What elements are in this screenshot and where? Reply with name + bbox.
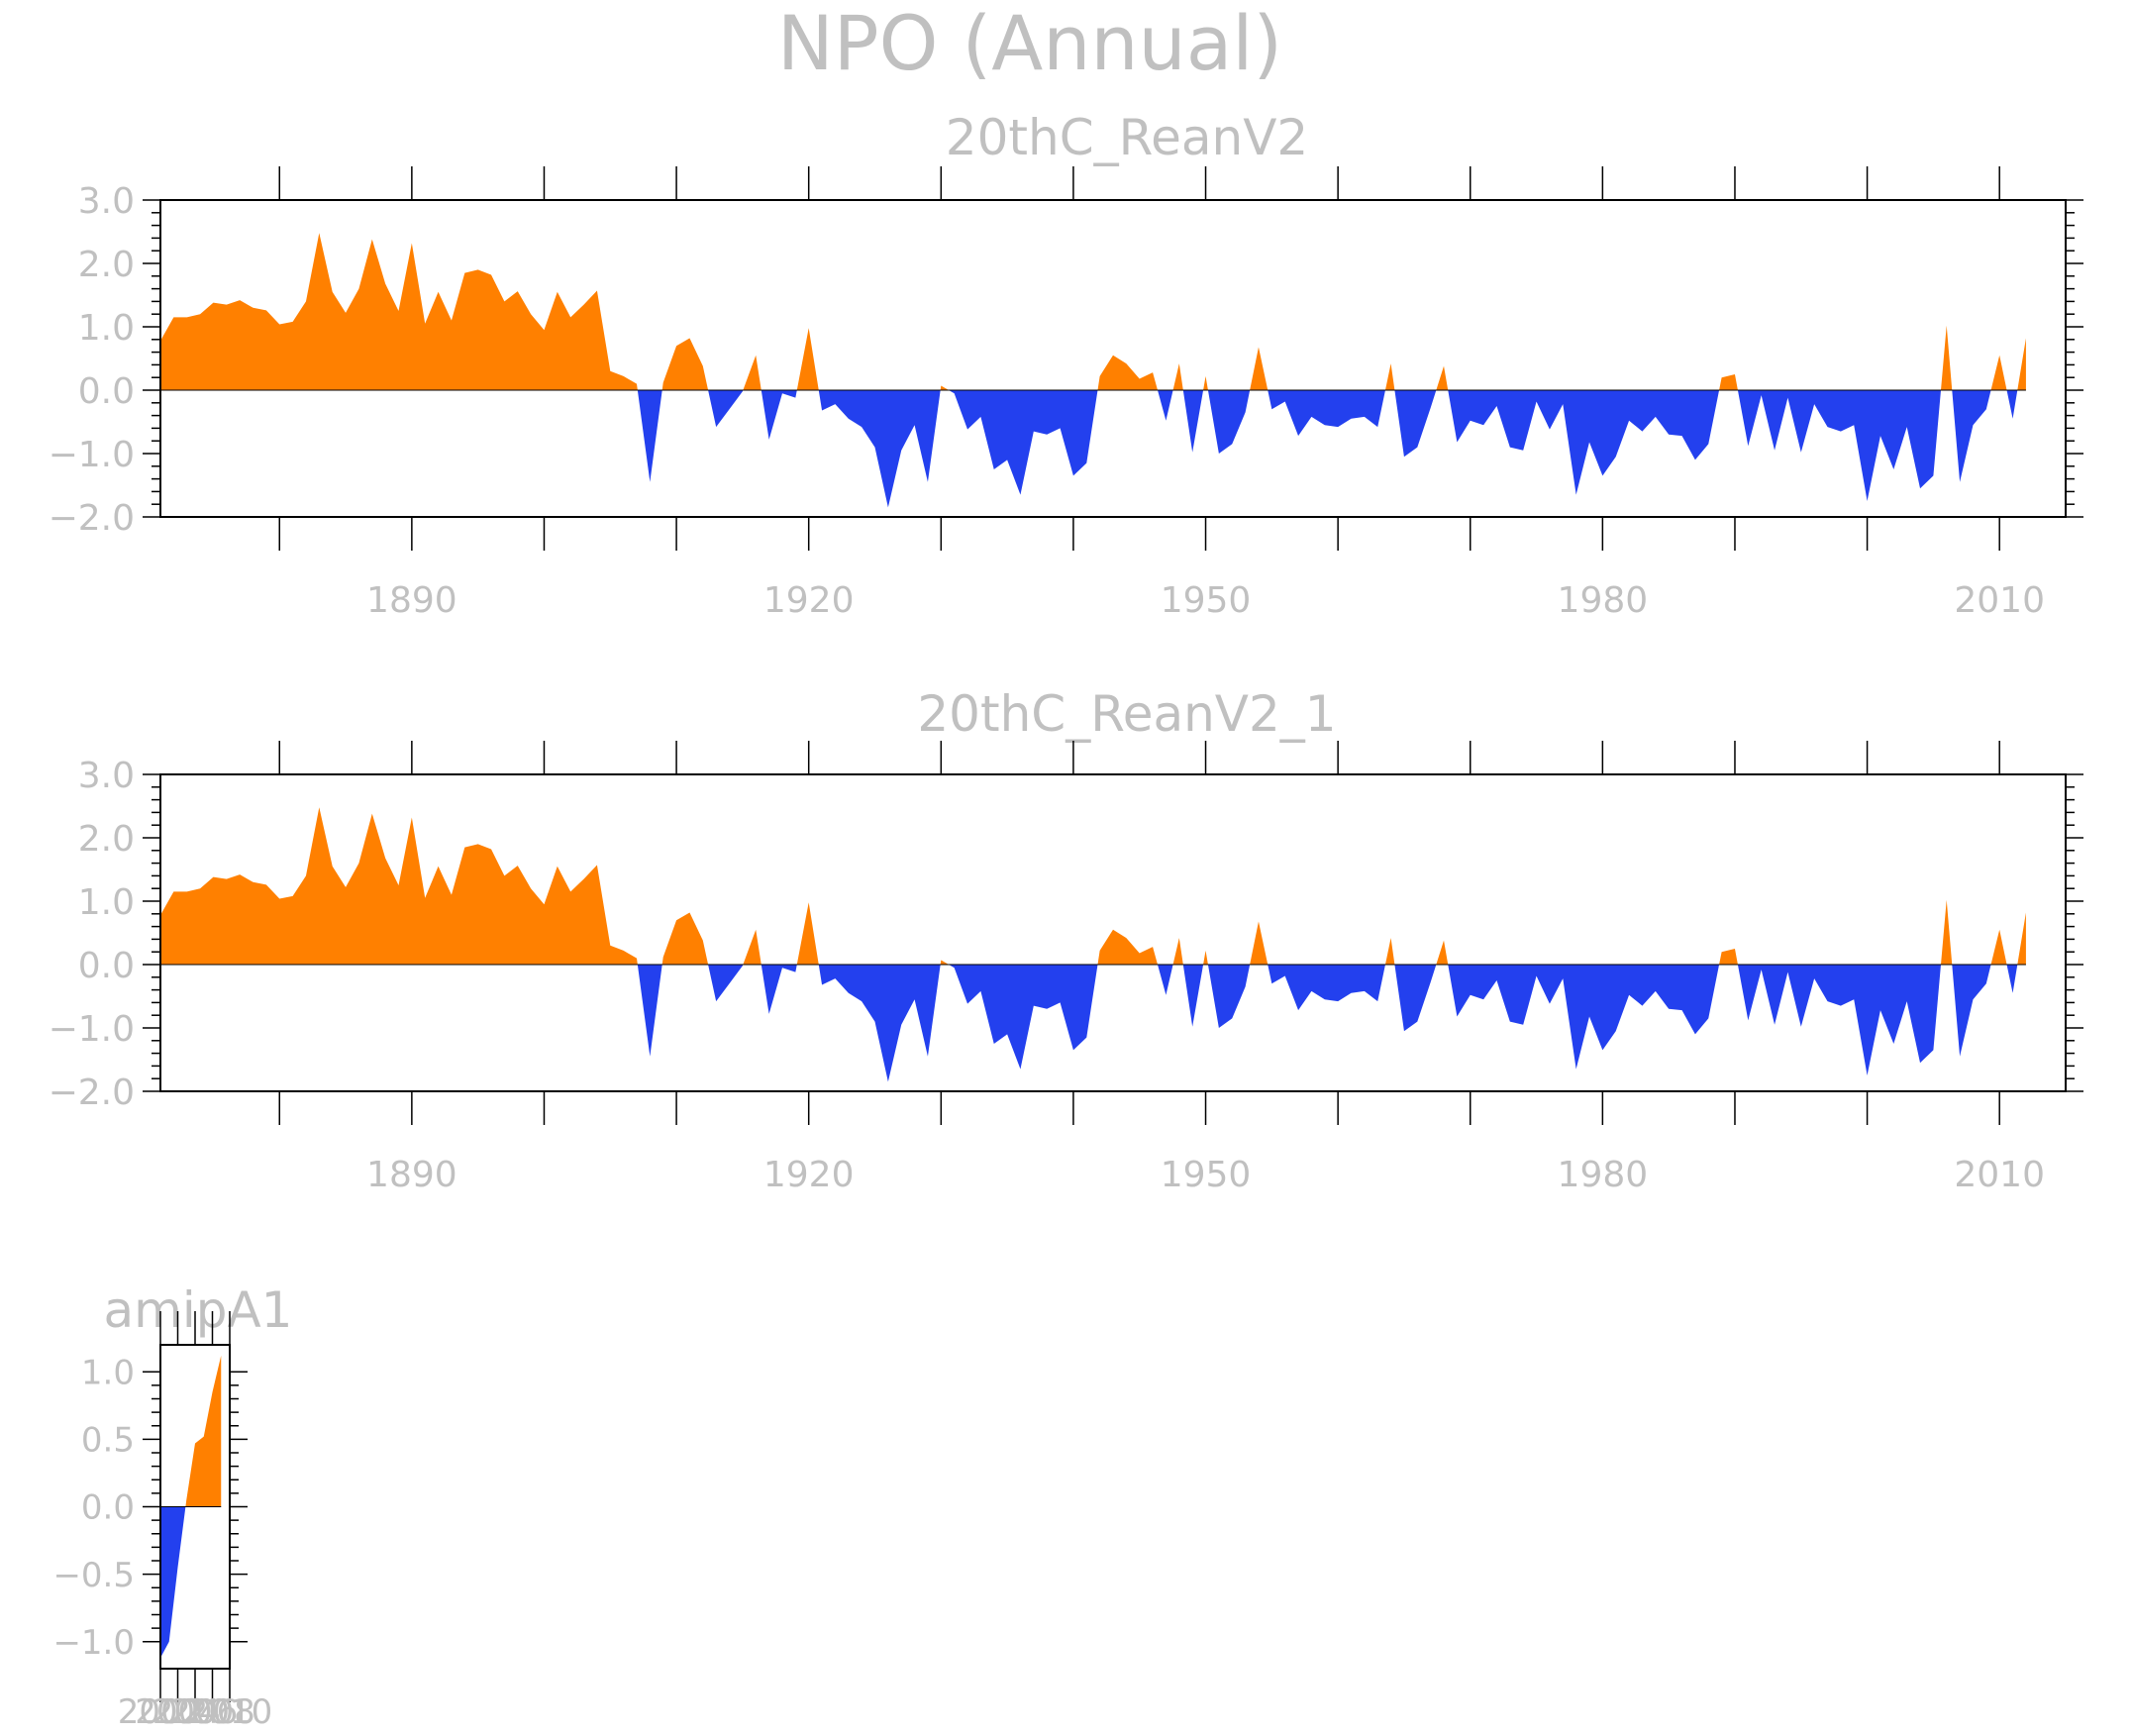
plot-area: 3.0 2.0 1.0 0.0 −1.0 −2.0 1890 1920 1950 1980 2010 — [49, 741, 2083, 1195]
plot-frame — [159, 773, 2067, 1092]
x-tick-label: 2008 — [169, 1692, 255, 1732]
panel-20thc-reanv2: 20thC_ReanV2 3.0 2.0 1.0 0.0 −1.0 −2.0 1890 192… — [49, 109, 2083, 621]
x-tick-label: 2010 — [187, 1692, 273, 1732]
y-tick-label: 3.0 — [78, 181, 135, 222]
y-tick-label: 2.0 — [78, 819, 135, 860]
x-tick-label: 2004 — [135, 1692, 221, 1732]
plot-area: 3.0 2.0 1.0 0.0 −1.0 −2.0 1890 1920 1950 1980 2010 — [49, 166, 2083, 621]
panel-20thc-reanv2-1: 20thC_ReanV2_1 3.0 2.0 1.0 0.0 −1.0 −2.0 1890 1… — [49, 685, 2083, 1195]
x-tick-label: 2002 — [118, 1692, 204, 1732]
x-tick-label: 1890 — [366, 580, 457, 621]
x-tick-label: 1980 — [1558, 1155, 1649, 1195]
x-tick-label: 1950 — [1161, 1155, 1252, 1195]
plot-frame — [159, 199, 2067, 518]
x-tick-label: 2010 — [1954, 580, 2045, 621]
negative-anomaly-fill — [160, 965, 2026, 1082]
negative-anomaly-fill — [160, 1506, 222, 1659]
x-tick-label: 2010 — [1954, 1155, 2045, 1195]
positive-anomaly-fill — [160, 233, 2026, 390]
y-tick-label: 1.0 — [81, 1353, 135, 1392]
y-tick-label: 3.0 — [78, 756, 135, 796]
y-tick-label: 0.0 — [78, 371, 135, 412]
y-tick-label: −1.0 — [49, 435, 135, 475]
y-tick-label: 0.5 — [81, 1421, 135, 1461]
panel-title: amipA1 — [104, 1281, 293, 1339]
panel-title: 20thC_ReanV2_1 — [917, 685, 1336, 743]
y-tick-label: −1.0 — [52, 1623, 135, 1663]
x-tick-label: 1920 — [763, 1155, 855, 1195]
y-tick-label: −1.0 — [49, 1009, 135, 1050]
negative-anomaly-fill — [160, 390, 2026, 508]
y-tick-label: 1.0 — [78, 308, 135, 349]
y-tick-label: −0.5 — [52, 1556, 135, 1595]
panel-amipa1: amipA1 1.0 0.5 0.0 −0.5 −1.0 2002200420062008… — [52, 1281, 292, 1732]
figure-title: NPO (Annual) — [777, 0, 1282, 87]
y-tick-label: −2.0 — [49, 498, 135, 539]
x-tick-label: 1950 — [1161, 580, 1252, 621]
y-tick-label: 1.0 — [78, 882, 135, 923]
x-tick-label: 2006 — [152, 1692, 239, 1732]
positive-anomaly-fill — [160, 807, 2026, 965]
x-tick-label: 1920 — [763, 580, 855, 621]
panel-title: 20thC_ReanV2 — [946, 109, 1308, 166]
y-tick-label: 2.0 — [78, 245, 135, 285]
positive-anomaly-fill — [160, 1355, 222, 1507]
y-tick-label: 0.0 — [81, 1488, 135, 1528]
y-tick-label: −2.0 — [49, 1072, 135, 1113]
y-tick-label: 0.0 — [78, 946, 135, 986]
x-tick-label: 1890 — [366, 1155, 457, 1195]
x-tick-label: 1980 — [1558, 580, 1649, 621]
